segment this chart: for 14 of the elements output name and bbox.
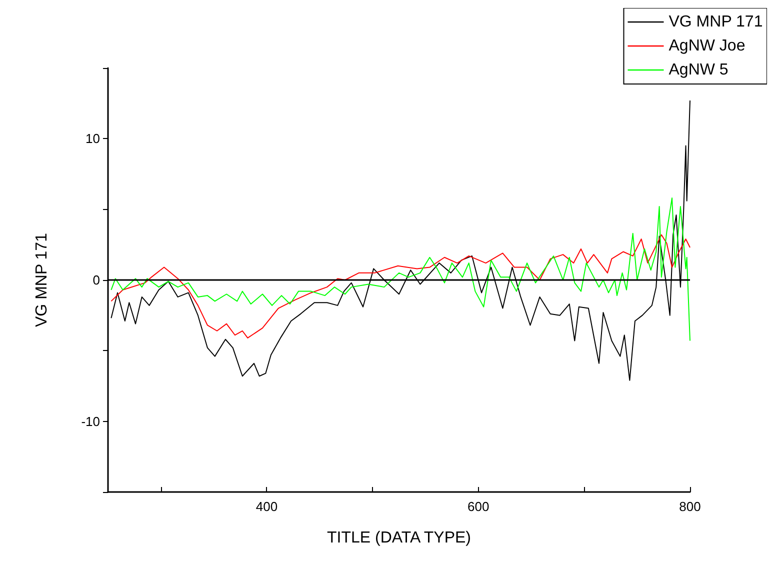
- legend-label: AgNW 5: [668, 62, 728, 78]
- y-axis-title: VG MNP 171: [34, 232, 50, 327]
- line-series: [110, 100, 690, 381]
- x-tick-label: 600: [468, 499, 490, 514]
- y-tick-label: 0: [92, 272, 100, 288]
- y-tick-label: -10: [81, 414, 100, 429]
- line-series: [110, 198, 690, 342]
- y-tick-label: 10: [86, 131, 100, 146]
- legend-label: AgNW Joe: [668, 38, 746, 54]
- legend-label: VG MNP 171: [668, 14, 763, 30]
- x-axis-title: TITLE (DATA TYPE): [326, 530, 472, 546]
- x-tick-label: 800: [679, 499, 701, 514]
- line-series: [110, 234, 690, 338]
- x-tick-label: 400: [256, 499, 278, 514]
